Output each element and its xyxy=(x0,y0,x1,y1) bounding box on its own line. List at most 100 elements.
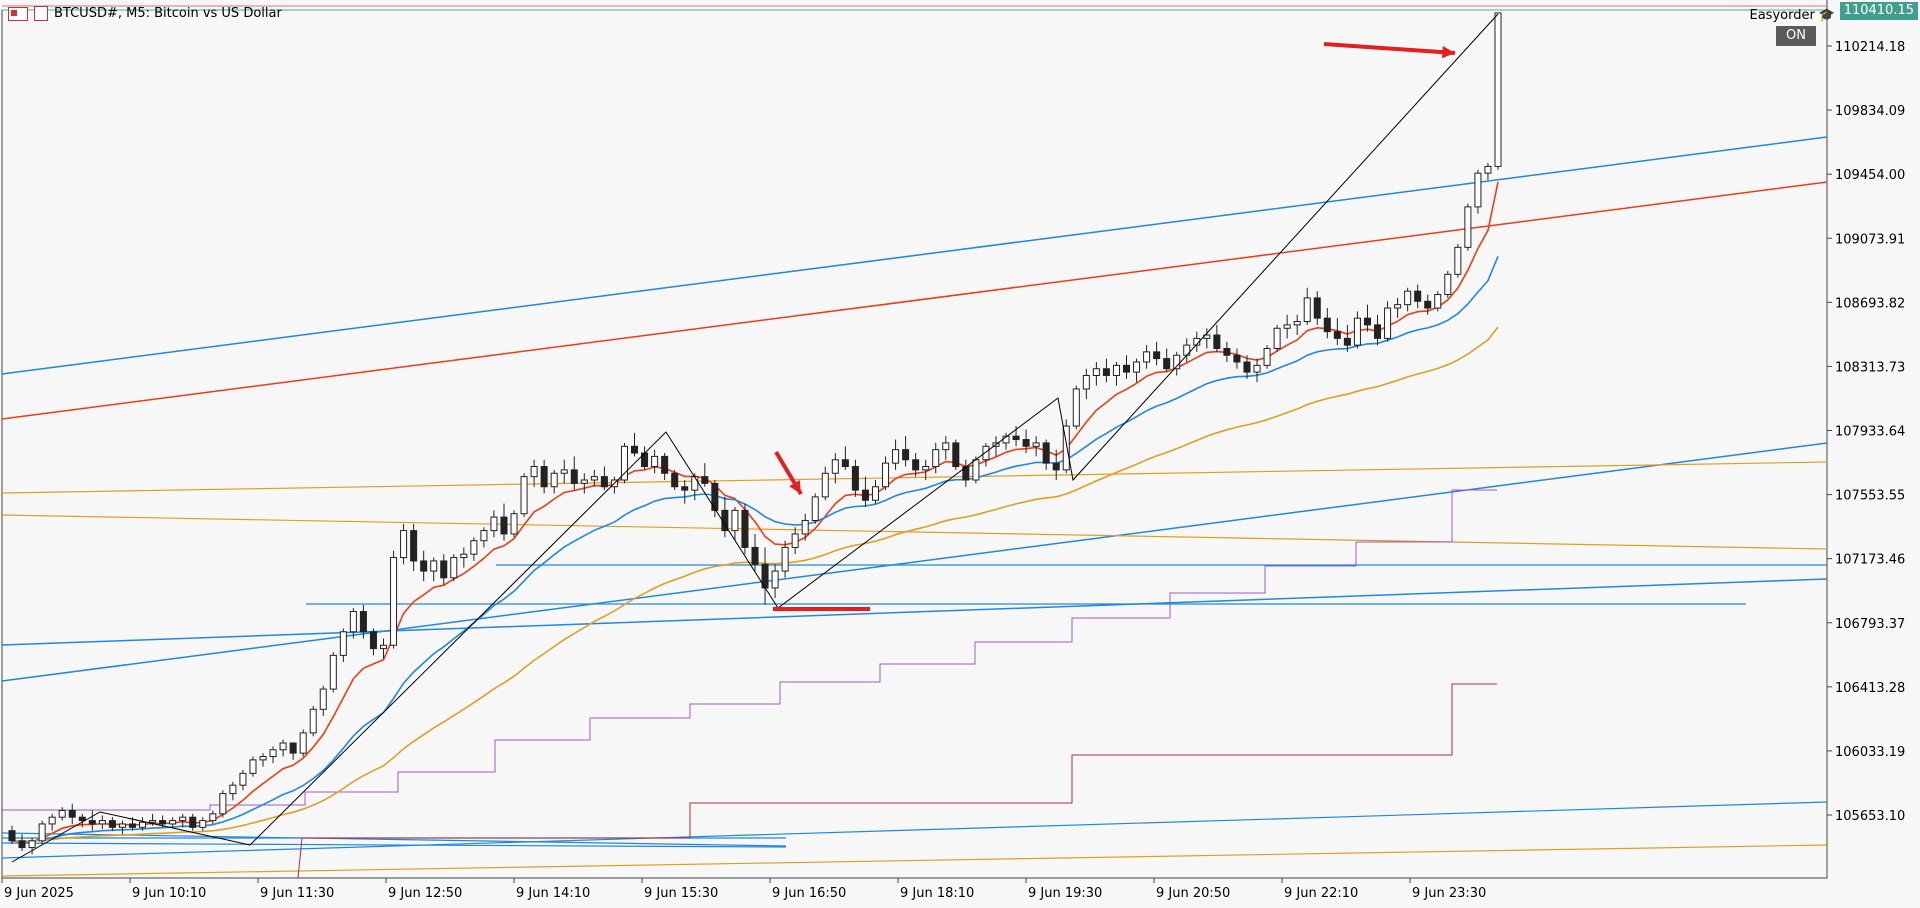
candle xyxy=(1454,246,1462,275)
y-tick-label: 106413.28 xyxy=(1835,681,1905,696)
candle xyxy=(751,546,759,565)
candle xyxy=(400,530,408,559)
trend-line xyxy=(1,842,787,848)
candle xyxy=(821,472,829,498)
candle xyxy=(179,816,187,822)
candle xyxy=(430,560,438,572)
candle xyxy=(169,820,177,825)
x-tick-label: 9 Jun 18:10 xyxy=(900,886,974,901)
candle xyxy=(781,546,789,572)
candle xyxy=(1112,364,1120,376)
ea-on-button[interactable]: ON xyxy=(1776,26,1816,46)
candle xyxy=(279,742,287,751)
candle xyxy=(1042,442,1050,464)
candle xyxy=(390,557,398,646)
candle xyxy=(1153,351,1161,360)
candle xyxy=(189,816,197,828)
chart-window-icon[interactable] xyxy=(8,6,28,21)
candle xyxy=(952,442,960,468)
y-tick-label: 105653.10 xyxy=(1835,809,1905,824)
chart-title-bar: BTCUSD#, M5: Bitcoin vs US Dollar xyxy=(8,6,282,21)
x-tick-label: 9 Jun 19:30 xyxy=(1028,886,1102,901)
trend-line xyxy=(1,442,1828,682)
chart-doc-icon[interactable] xyxy=(34,6,48,21)
candle xyxy=(128,823,136,828)
candle xyxy=(420,560,428,572)
candle xyxy=(450,557,458,579)
x-tick-label: 9 Jun 14:10 xyxy=(516,886,590,901)
candle xyxy=(902,449,910,461)
candle xyxy=(68,809,76,818)
candle xyxy=(329,654,337,690)
candle xyxy=(841,459,849,468)
candle xyxy=(1062,425,1070,471)
candle xyxy=(520,476,528,515)
candle xyxy=(98,820,106,825)
candle xyxy=(530,466,538,478)
candle xyxy=(861,489,869,501)
candle xyxy=(570,469,578,484)
candle xyxy=(1133,361,1141,373)
trend-line xyxy=(1,181,1828,420)
candle xyxy=(1283,324,1291,329)
trend-line xyxy=(1,136,1828,375)
candle xyxy=(299,732,307,754)
candle xyxy=(1213,334,1221,349)
candle xyxy=(1273,327,1281,349)
candle xyxy=(149,820,157,823)
candle xyxy=(600,476,608,488)
x-tick-label: 9 Jun 16:50 xyxy=(772,886,846,901)
trend-line xyxy=(1,801,1828,859)
candle xyxy=(540,466,548,488)
x-tick-label: 9 Jun 15:30 xyxy=(644,886,718,901)
candle xyxy=(972,459,980,481)
candle xyxy=(1464,206,1472,248)
candle xyxy=(1404,290,1412,306)
candle xyxy=(801,519,809,535)
candle xyxy=(851,466,859,491)
candle xyxy=(1032,442,1040,447)
candle xyxy=(1253,364,1261,373)
x-tick-label: 9 Jun 22:10 xyxy=(1284,886,1358,901)
candle xyxy=(8,830,16,842)
trend-line xyxy=(1,578,1828,646)
candle xyxy=(440,560,448,579)
candle xyxy=(791,533,799,548)
x-tick-label: 9 Jun 11:30 xyxy=(260,886,334,901)
y-tick-label: 108313.73 xyxy=(1835,360,1905,375)
candle xyxy=(118,823,126,828)
candle xyxy=(480,530,488,542)
candle xyxy=(48,816,56,825)
candle xyxy=(1323,317,1331,333)
candle xyxy=(560,469,568,474)
x-tick-label: 9 Jun 2025 xyxy=(4,886,74,901)
candle xyxy=(1143,351,1151,363)
x-tick-label: 9 Jun 23:30 xyxy=(1412,886,1486,901)
candle xyxy=(1092,368,1100,376)
candle xyxy=(701,476,709,484)
candle xyxy=(18,840,26,849)
candle xyxy=(1394,304,1402,309)
candle xyxy=(1343,337,1351,346)
candle xyxy=(932,449,940,468)
candle xyxy=(58,809,66,818)
symbol-title: BTCUSD#, M5: Bitcoin vs US Dollar xyxy=(54,6,282,21)
candle xyxy=(982,445,990,461)
ema-slow-line xyxy=(11,326,1499,842)
x-tick-label: 9 Jun 12:50 xyxy=(388,886,462,901)
candle xyxy=(490,516,498,532)
candle xyxy=(259,756,267,761)
candle xyxy=(108,820,116,828)
y-tick-label: 106033.19 xyxy=(1835,745,1905,760)
candle xyxy=(359,611,367,633)
candle xyxy=(681,486,689,491)
candle xyxy=(631,445,639,454)
stepline-darkred xyxy=(297,683,1497,879)
candle xyxy=(349,611,357,633)
candle xyxy=(379,644,388,650)
candle xyxy=(1243,361,1251,373)
candle xyxy=(550,472,558,488)
candle xyxy=(1494,12,1502,167)
